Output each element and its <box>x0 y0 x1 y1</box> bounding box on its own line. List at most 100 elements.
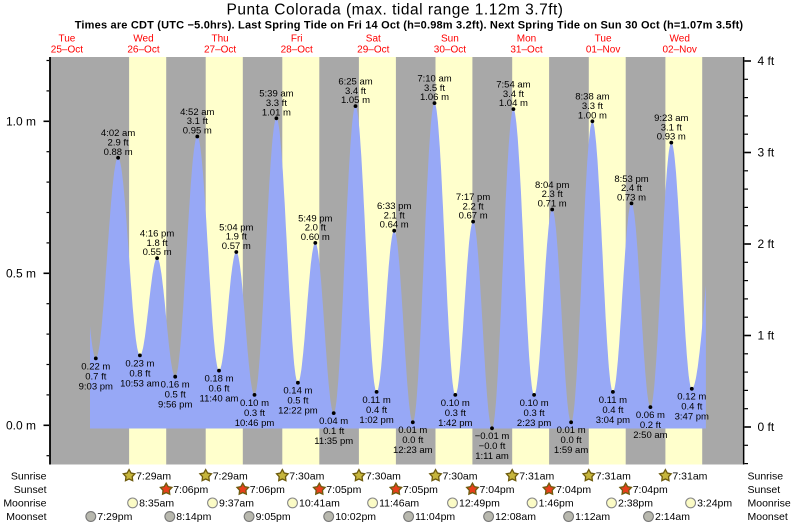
svg-text:7:54 am: 7:54 am <box>496 80 530 91</box>
svg-text:Tue: Tue <box>58 33 75 44</box>
svg-text:1.9 ft: 1.9 ft <box>226 232 247 243</box>
svg-text:Punta Colorada (max. tidal ran: Punta Colorada (max. tidal range 1.12m 3… <box>227 2 564 19</box>
svg-text:7:29am: 7:29am <box>213 470 248 482</box>
svg-text:2:38pm: 2:38pm <box>618 498 653 510</box>
svg-text:2.4 ft: 2.4 ft <box>621 183 642 194</box>
svg-text:−0.01 m: −0.01 m <box>475 431 510 442</box>
svg-text:4 ft: 4 ft <box>758 54 775 68</box>
svg-text:7:29pm: 7:29pm <box>97 511 132 523</box>
svg-text:1:11 am: 1:11 am <box>475 451 509 462</box>
svg-text:8:53 pm: 8:53 pm <box>614 174 648 185</box>
svg-text:1:46pm: 1:46pm <box>539 498 574 510</box>
svg-text:6:33 pm: 6:33 pm <box>377 201 411 212</box>
svg-text:27–Oct: 27–Oct <box>204 44 236 55</box>
svg-text:0.22 m: 0.22 m <box>81 361 110 372</box>
svg-text:7:30am: 7:30am <box>443 470 478 482</box>
svg-text:7:04pm: 7:04pm <box>480 484 515 496</box>
svg-text:0.10 m: 0.10 m <box>520 398 549 409</box>
svg-text:1.00 m: 1.00 m <box>578 110 607 121</box>
svg-text:12:49pm: 12:49pm <box>459 498 500 510</box>
svg-text:1:59 am: 1:59 am <box>554 445 588 456</box>
svg-text:0.3 ft: 0.3 ft <box>445 408 466 419</box>
svg-text:0.11 m: 0.11 m <box>362 395 390 406</box>
svg-text:0.5 ft: 0.5 ft <box>287 396 308 407</box>
svg-text:Sat: Sat <box>366 33 381 44</box>
svg-text:3.1 ft: 3.1 ft <box>187 116 208 127</box>
svg-text:3:04 pm: 3:04 pm <box>596 415 630 426</box>
svg-text:25–Oct: 25–Oct <box>51 44 83 55</box>
svg-text:0.4 ft: 0.4 ft <box>681 402 702 413</box>
svg-text:01–Nov: 01–Nov <box>586 44 620 55</box>
svg-text:2 ft: 2 ft <box>758 237 775 251</box>
svg-text:0.16 m: 0.16 m <box>161 380 190 391</box>
svg-text:0.3 ft: 0.3 ft <box>244 408 265 419</box>
svg-text:11:35 pm: 11:35 pm <box>314 436 353 447</box>
svg-text:0.95 m: 0.95 m <box>183 126 212 137</box>
svg-text:11:40 am: 11:40 am <box>200 394 239 405</box>
svg-text:Sun: Sun <box>441 33 459 44</box>
svg-text:7:17 pm: 7:17 pm <box>456 192 490 203</box>
svg-text:5:04 pm: 5:04 pm <box>219 222 253 233</box>
svg-text:2:23 pm: 2:23 pm <box>517 418 551 429</box>
svg-text:Moonset: Moonset <box>6 511 46 523</box>
svg-text:11:04pm: 11:04pm <box>415 511 455 523</box>
svg-text:0.88 m: 0.88 m <box>104 147 133 158</box>
svg-text:8:04 pm: 8:04 pm <box>535 180 569 191</box>
svg-text:0.11 m: 0.11 m <box>599 395 627 406</box>
svg-text:Moonrise: Moonrise <box>3 498 46 510</box>
svg-text:31–Oct: 31–Oct <box>510 44 542 55</box>
svg-text:0.5 ft: 0.5 ft <box>165 390 186 401</box>
svg-text:2.9 ft: 2.9 ft <box>108 138 129 149</box>
svg-text:Sunset: Sunset <box>748 484 781 496</box>
svg-text:5:49 pm: 5:49 pm <box>298 213 332 224</box>
svg-text:0.7 ft: 0.7 ft <box>85 371 106 382</box>
svg-text:0.4 ft: 0.4 ft <box>366 405 387 416</box>
svg-text:0.4 ft: 0.4 ft <box>602 405 623 416</box>
svg-text:0.18 m: 0.18 m <box>204 374 233 385</box>
svg-text:Wed: Wed <box>133 33 153 44</box>
svg-text:3.3 ft: 3.3 ft <box>582 101 603 112</box>
svg-text:1.0 m: 1.0 m <box>6 115 36 129</box>
svg-text:0.60 m: 0.60 m <box>301 232 330 243</box>
svg-text:Sunrise: Sunrise <box>11 470 47 482</box>
svg-text:3 ft: 3 ft <box>758 146 775 160</box>
svg-text:5:39 am: 5:39 am <box>259 89 293 100</box>
svg-text:3.3 ft: 3.3 ft <box>266 98 287 109</box>
svg-text:28–Oct: 28–Oct <box>281 44 313 55</box>
svg-text:0.0 ft: 0.0 ft <box>561 435 582 446</box>
svg-text:0.71 m: 0.71 m <box>538 199 567 210</box>
svg-text:12:23 am: 12:23 am <box>393 445 433 456</box>
svg-text:7:31am: 7:31am <box>672 470 707 482</box>
svg-text:3.1 ft: 3.1 ft <box>661 122 682 133</box>
svg-text:0.8 ft: 0.8 ft <box>129 368 150 379</box>
svg-text:30–Oct: 30–Oct <box>434 44 466 55</box>
svg-text:0.93 m: 0.93 m <box>657 132 686 143</box>
svg-text:02–Nov: 02–Nov <box>662 44 696 55</box>
svg-text:11:46am: 11:46am <box>379 498 419 510</box>
svg-text:0.0 ft: 0.0 ft <box>402 435 423 446</box>
svg-text:29–Oct: 29–Oct <box>357 44 389 55</box>
svg-text:9:37am: 9:37am <box>219 498 254 510</box>
svg-text:1 ft: 1 ft <box>758 329 775 343</box>
svg-text:0.04 m: 0.04 m <box>319 416 348 427</box>
svg-text:1.8 ft: 1.8 ft <box>147 238 168 249</box>
svg-text:26–Oct: 26–Oct <box>127 44 159 55</box>
svg-text:−0.0 ft: −0.0 ft <box>479 441 506 452</box>
svg-text:2:14am: 2:14am <box>655 511 690 523</box>
svg-text:7:31am: 7:31am <box>519 470 554 482</box>
svg-text:0.23 m: 0.23 m <box>125 358 154 369</box>
svg-text:0.1 ft: 0.1 ft <box>323 426 344 437</box>
svg-text:2.1 ft: 2.1 ft <box>384 210 405 221</box>
svg-text:Moonrise: Moonrise <box>748 498 791 510</box>
svg-text:3.4 ft: 3.4 ft <box>345 86 366 97</box>
svg-text:Fri: Fri <box>291 33 303 44</box>
svg-text:12:08am: 12:08am <box>495 511 536 523</box>
svg-text:0.01 m: 0.01 m <box>557 425 586 436</box>
svg-text:1.01 m: 1.01 m <box>262 107 291 118</box>
svg-text:6:25 am: 6:25 am <box>338 77 372 88</box>
svg-text:Sunset: Sunset <box>14 484 47 496</box>
svg-text:0.64 m: 0.64 m <box>380 220 409 231</box>
svg-text:8:38 am: 8:38 am <box>575 92 609 103</box>
svg-text:7:06pm: 7:06pm <box>173 484 208 496</box>
svg-text:0.67 m: 0.67 m <box>459 211 488 222</box>
